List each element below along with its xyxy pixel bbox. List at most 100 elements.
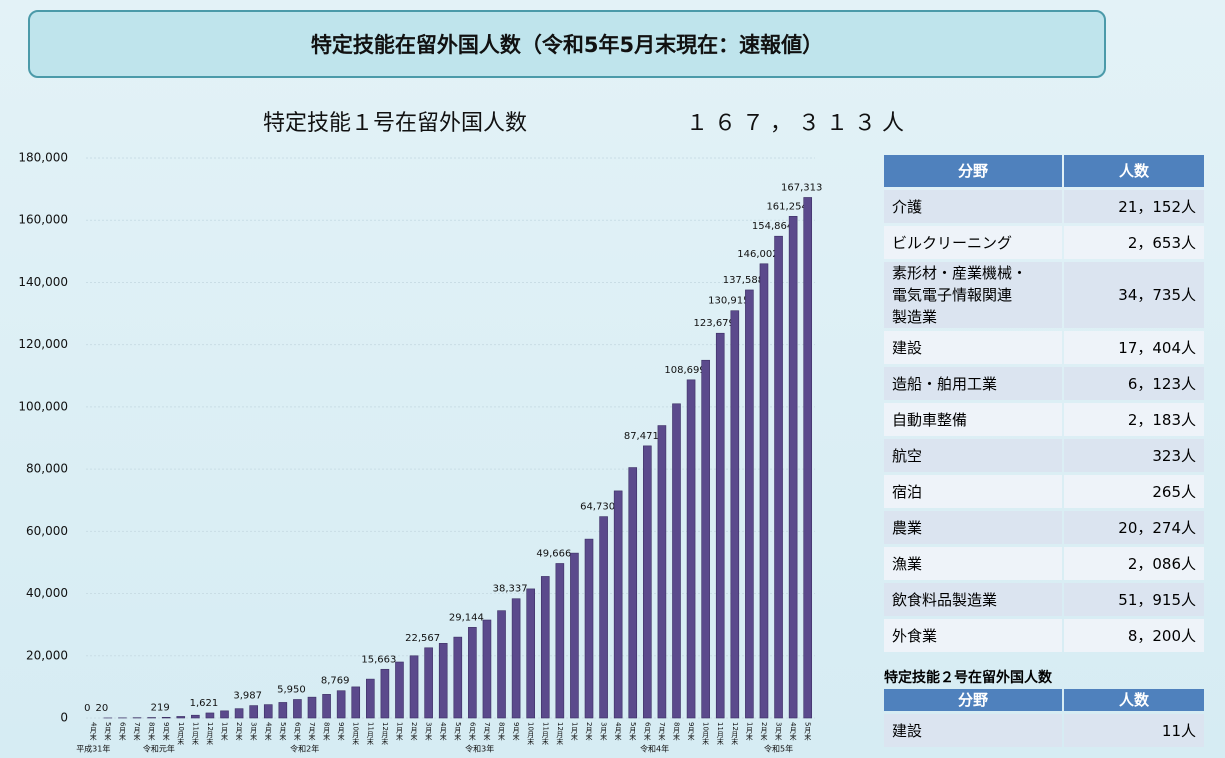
table-cell: 2，653人 <box>1064 226 1204 259</box>
table-row: 飲食料品製造業 51，915人 <box>884 583 1204 616</box>
y-tick-label: 160,000 <box>18 213 68 227</box>
table-cell: 造船・舶用工業 <box>884 367 1062 400</box>
field-table-2: 分野 人数建設 11人 <box>884 689 1204 750</box>
x-tick-label: 8月末 <box>323 722 331 742</box>
value-label: 161,254 <box>766 201 807 212</box>
table-row: 航空 323人 <box>884 439 1204 472</box>
x-tick-label: 6月末 <box>118 722 126 742</box>
x-tick-label: 9月末 <box>337 722 345 742</box>
table-cell: 建設 <box>884 331 1062 364</box>
x-tick-label: 5月末 <box>804 722 812 742</box>
x-tick-label: 11月末 <box>716 722 724 746</box>
bar <box>336 690 346 719</box>
bar <box>540 576 550 719</box>
table-row: 自動車整備 2，183人 <box>884 403 1204 436</box>
page-title: 特定技能在留外国人数（令和5年5月末現在：速報値） <box>28 10 1106 78</box>
bar <box>322 694 331 719</box>
table-cell: 6，123人 <box>1064 367 1204 400</box>
x-tick-label: 5月末 <box>629 722 637 742</box>
table-cell: 建設 <box>884 714 1062 747</box>
year-label: 令和2年 <box>290 744 319 754</box>
year-label: 令和元年 <box>143 744 175 754</box>
value-label: 49,666 <box>536 548 571 559</box>
bar <box>351 686 361 719</box>
table-cell: 51，915人 <box>1064 583 1204 616</box>
table-row: 建設 17，404人 <box>884 331 1204 364</box>
value-label: 20 <box>96 703 109 714</box>
bar <box>759 263 769 719</box>
bar <box>686 379 696 719</box>
x-tick-label: 2月末 <box>585 722 593 742</box>
x-tick-label: 3月末 <box>425 722 433 742</box>
table-row: 造船・舶用工業 6，123人 <box>884 367 1204 400</box>
table-cell: ビルクリーニング <box>884 226 1062 259</box>
x-tick-label: 2月末 <box>235 722 243 742</box>
x-tick-label: 7月末 <box>658 722 666 742</box>
x-tick-label: 2月末 <box>760 722 768 742</box>
bar <box>468 627 477 719</box>
x-tick-label: 12月末 <box>731 722 739 746</box>
x-tick-label: 8月末 <box>148 722 156 742</box>
table-cell: 素形材・産業機械・ 電気電子情報関連 製造業 <box>884 262 1062 328</box>
header-cell: 分野 <box>884 155 1062 187</box>
table-title: 特定技能２号在留外国人数 <box>884 670 1052 686</box>
value-label: 154,864 <box>752 221 793 232</box>
table-cell: 323人 <box>1064 439 1204 472</box>
bar <box>424 647 433 719</box>
x-tick-label: 9月末 <box>162 722 170 742</box>
table-row: 宿泊 265人 <box>884 475 1204 508</box>
y-tick-label: 180,000 <box>18 151 68 165</box>
y-tick-label: 20,000 <box>26 648 68 662</box>
bar <box>249 705 258 719</box>
table-cell: 2，183人 <box>1064 403 1204 436</box>
y-tick-label: 0 <box>60 711 68 725</box>
x-tick-label: 1月末 <box>745 722 753 742</box>
table-row: 建設 11人 <box>884 714 1204 747</box>
bar <box>788 216 798 719</box>
x-tick-label: 10月末 <box>177 722 185 746</box>
bar <box>278 702 288 719</box>
table-cell: 航空 <box>884 439 1062 472</box>
x-tick-label: 10月末 <box>702 722 710 746</box>
value-label: 5,950 <box>277 684 306 695</box>
bar <box>745 289 754 719</box>
value-label: 167,313 <box>781 182 822 193</box>
bar <box>701 359 710 719</box>
value-label: 219 <box>151 702 170 713</box>
bar <box>657 425 667 719</box>
y-tick-label: 40,000 <box>26 586 68 600</box>
y-tick-label: 100,000 <box>18 399 68 413</box>
bar <box>191 714 200 719</box>
value-label: 64,730 <box>580 502 615 513</box>
bar <box>482 619 492 719</box>
bar <box>293 699 302 719</box>
bar <box>715 332 725 719</box>
bar <box>161 717 171 719</box>
value-label: 29,144 <box>449 612 484 623</box>
x-tick-label: 11月末 <box>191 722 199 746</box>
header-row: 分野 人数 <box>884 689 1204 711</box>
x-tick-label: 8月末 <box>672 722 680 742</box>
value-label: 108,699 <box>664 365 705 376</box>
value-label: 1,621 <box>190 698 219 709</box>
x-tick-label: 12月末 <box>381 722 389 746</box>
x-tick-label: 5月末 <box>279 722 287 742</box>
bar <box>672 403 681 719</box>
table-cell: 外食業 <box>884 619 1062 652</box>
chart-total: １６７，３１３人 <box>686 111 910 136</box>
x-tick-label: 1月末 <box>395 722 403 742</box>
x-tick-label: 3月末 <box>775 722 783 742</box>
table-cell: 34，735人 <box>1064 262 1204 328</box>
table-cell: 265人 <box>1064 475 1204 508</box>
year-label: 令和3年 <box>465 744 494 754</box>
table-cell: 17，404人 <box>1064 331 1204 364</box>
bar <box>409 655 419 719</box>
table-cell: 20，274人 <box>1064 511 1204 544</box>
x-tick-label: 6月末 <box>468 722 476 742</box>
bar <box>307 696 317 719</box>
bar <box>555 563 565 719</box>
value-label: 0 <box>84 703 90 714</box>
table-cell: 21，152人 <box>1064 190 1204 223</box>
